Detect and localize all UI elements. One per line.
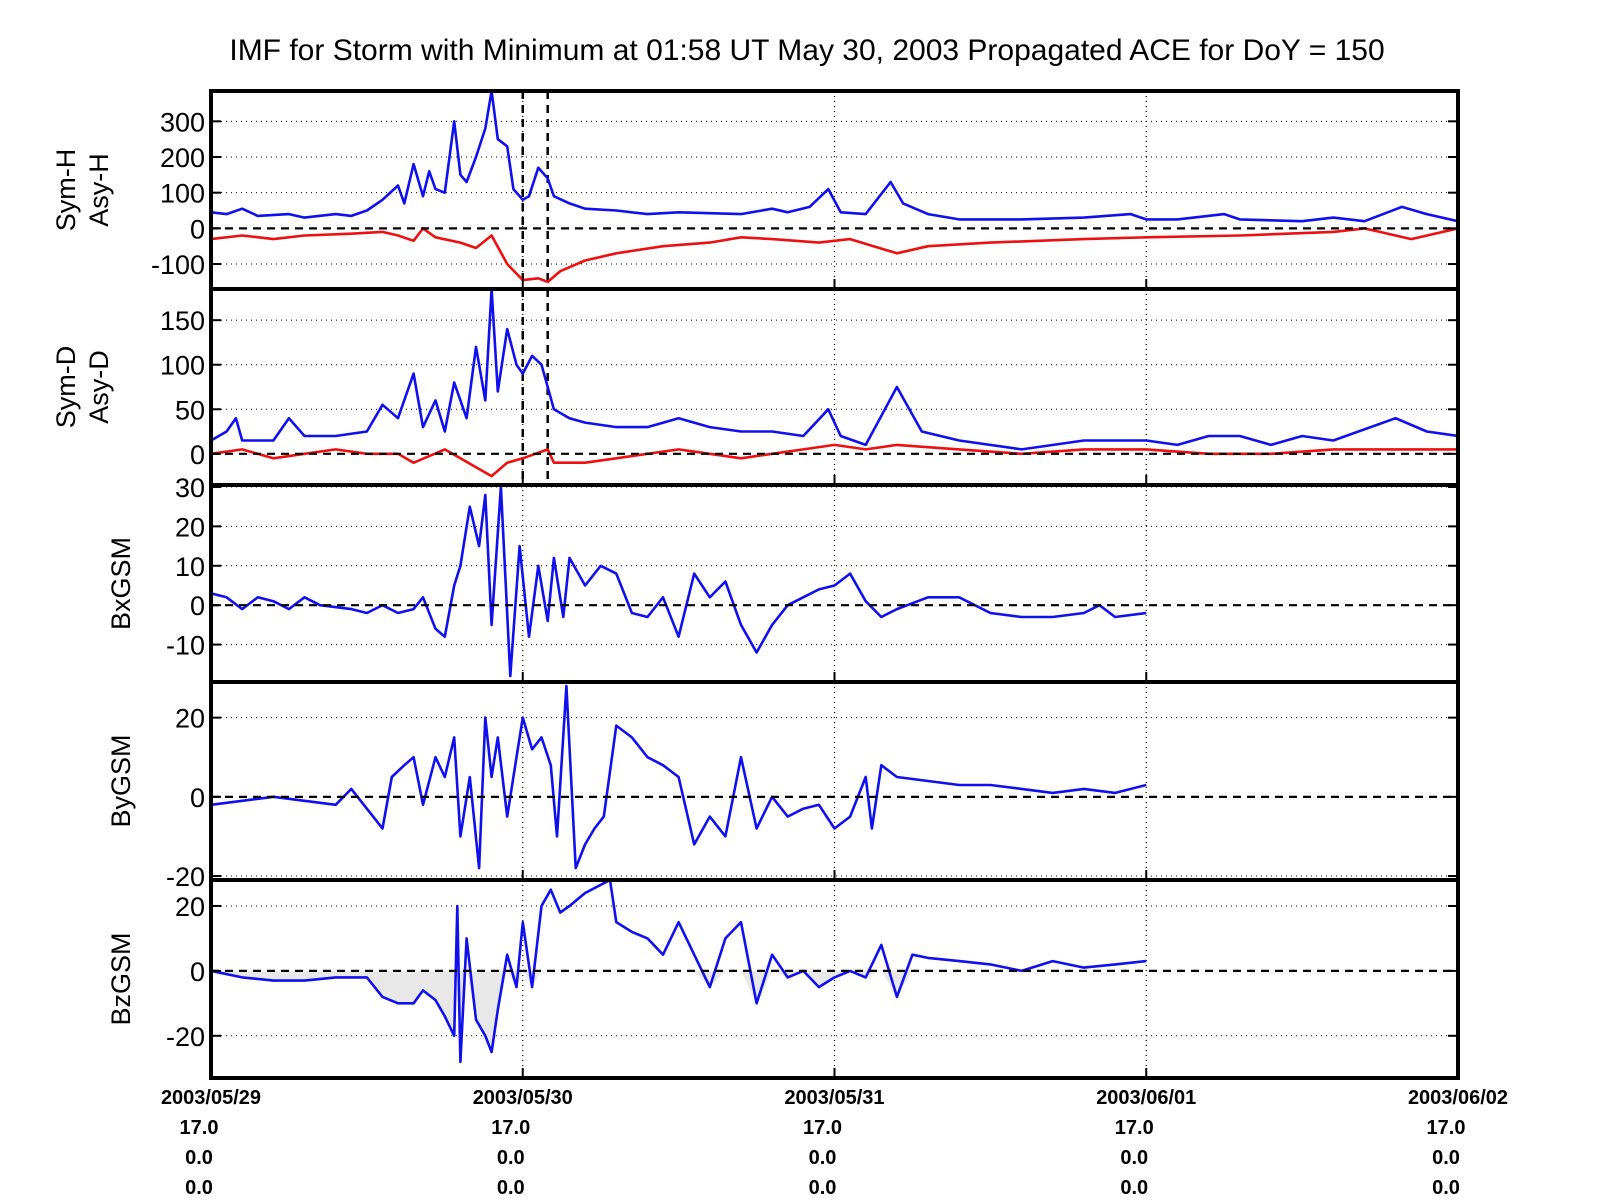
y-tick-label: 50 [175, 395, 205, 425]
y-tick-label: -20 [166, 862, 205, 892]
x-tick-label: 0.0 [1120, 1147, 1148, 1169]
x-tick-label: 0.0 [497, 1177, 525, 1199]
y-tick-label: 200 [160, 143, 205, 173]
x-tick-label: 0.0 [1432, 1177, 1460, 1199]
x-tick-label: 0.0 [1432, 1147, 1460, 1169]
x-tick-label: 2003/05/30 [473, 1087, 573, 1109]
y-axis-label: ByGSM [106, 734, 136, 827]
x-tick-label: 2003/05/31 [784, 1087, 884, 1109]
y-tick-label: 0 [190, 957, 205, 987]
x-tick-label: 0.0 [1120, 1177, 1148, 1199]
x-tick-label: 17.0 [1427, 1117, 1466, 1139]
series-line-0 [211, 289, 1458, 451]
series-line-1 [211, 227, 1458, 284]
y-axis-label: BzGSM [106, 932, 136, 1025]
series-line-0 [211, 91, 1458, 223]
x-tick-label: 0.0 [185, 1177, 213, 1199]
x-tick-label: 17.0 [180, 1117, 219, 1139]
panel-frame [209, 483, 1460, 684]
x-tick-label: 17.0 [491, 1117, 530, 1139]
x-tick-label: 2003/06/01 [1096, 1087, 1196, 1109]
x-tick-label: 0.0 [809, 1177, 837, 1199]
x-tick-label: 0.0 [185, 1147, 213, 1169]
y-axis-label: BxGSM [106, 537, 136, 630]
panel-frame [209, 287, 1460, 487]
x-tick-label: 0.0 [809, 1147, 837, 1169]
y-tick-label: 0 [190, 214, 205, 244]
y-tick-label: 20 [175, 704, 205, 734]
series-line-0 [211, 485, 1147, 678]
negative-fill-area [211, 970, 1147, 1062]
y-tick-label: 20 [175, 512, 205, 542]
panel-frame [209, 89, 1460, 291]
y-tick-label: 10 [175, 552, 205, 582]
y-tick-label: 20 [175, 892, 205, 922]
chart-title: IMF for Storm with Minimum at 01:58 UT M… [229, 34, 1384, 67]
y-tick-label: 30 [175, 473, 205, 503]
x-tick-label: 2003/06/02 [1408, 1087, 1508, 1109]
series-line-1 [211, 443, 1458, 478]
y-tick-label: 0 [190, 783, 205, 813]
y-tick-label: -20 [166, 1022, 205, 1052]
y-tick-label: 150 [160, 306, 205, 336]
x-tick-label: 17.0 [1115, 1117, 1154, 1139]
x-tick-label: 0.0 [497, 1147, 525, 1169]
y-tick-label: 300 [160, 107, 205, 137]
y-tick-label: -100 [151, 250, 205, 280]
y-tick-label: 0 [190, 591, 205, 621]
y-axis-label: Asy-D [84, 350, 114, 424]
y-tick-label: -10 [166, 631, 205, 661]
y-tick-label: 100 [160, 351, 205, 381]
series-line-0 [211, 684, 1147, 870]
x-tick-label: 17.0 [803, 1117, 842, 1139]
x-tick-label: 2003/05/29 [161, 1087, 261, 1109]
y-tick-label: 100 [160, 179, 205, 209]
y-axis-label: Sym-D [51, 346, 81, 429]
y-axis-label: Asy-H [84, 153, 114, 227]
y-tick-label: 0 [190, 440, 205, 470]
y-axis-label: Sym-H [51, 149, 81, 232]
panel-frame [209, 680, 1460, 882]
